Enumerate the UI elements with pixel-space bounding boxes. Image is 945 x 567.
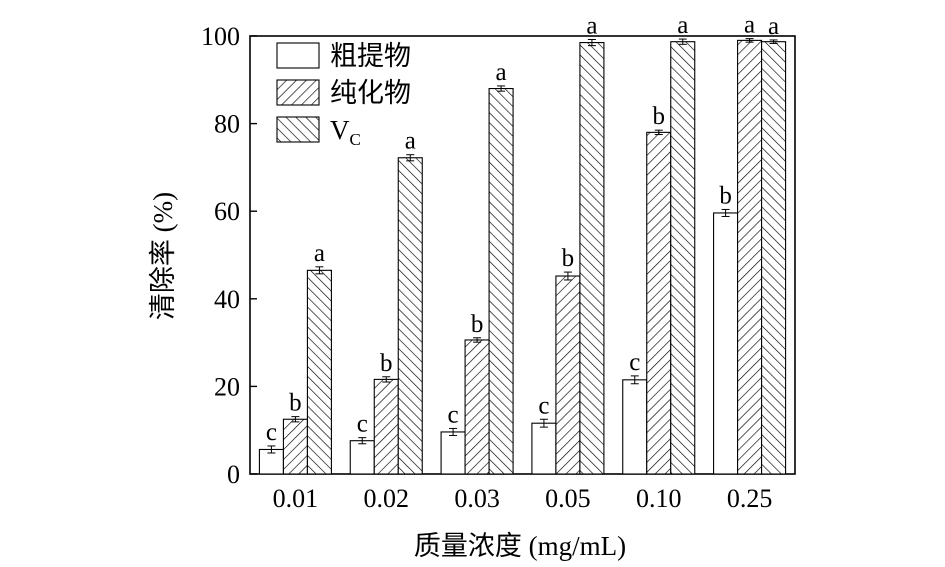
bar (670, 41, 696, 475)
bar (373, 378, 399, 475)
y-tick-label: 0 (227, 460, 240, 489)
x-tick-label: 0.10 (636, 484, 682, 513)
significance-letter: c (629, 349, 640, 376)
bar (349, 440, 375, 475)
y-tick-label: 20 (214, 372, 240, 401)
significance-letter: b (380, 350, 393, 377)
legend-swatch (276, 79, 320, 106)
bar (488, 88, 514, 475)
y-tick-label: 40 (214, 285, 240, 314)
legend-swatch (276, 42, 320, 69)
significance-letter: a (405, 128, 416, 155)
bar (579, 42, 605, 475)
bar (464, 339, 490, 475)
legend-label: 纯化物 (330, 78, 411, 108)
bar (761, 41, 787, 475)
bar (306, 269, 332, 475)
x-axis: 0.01 0.02 0.03 0.05 0.10 0.25 (273, 468, 773, 513)
significance-letter: a (768, 13, 779, 40)
bar (713, 212, 739, 475)
bar (440, 431, 466, 475)
plot-border (249, 35, 796, 475)
x-tick-label: 0.01 (273, 484, 319, 513)
significance-letter: b (289, 390, 302, 417)
legend-label: 粗提物 (330, 41, 411, 71)
bar (531, 422, 557, 475)
significance-letter: a (677, 12, 688, 39)
significance-letter: b (719, 182, 732, 209)
legend-swatch (276, 116, 320, 143)
x-tick-label: 0.03 (454, 484, 500, 513)
y-tick-label: 60 (214, 197, 240, 226)
plot-area (249, 35, 796, 475)
y-tick-label: 100 (201, 22, 240, 51)
y-axis: 0 20 40 60 80 100 (201, 22, 257, 489)
significance-letter: a (314, 240, 325, 267)
bar (622, 379, 648, 475)
x-tick-label: 0.02 (364, 484, 410, 513)
y-tick-label: 80 (214, 110, 240, 139)
significance-letter: c (448, 401, 459, 428)
significance-letter: a (744, 12, 755, 39)
bar (646, 131, 672, 475)
significance-letter: c (357, 411, 368, 438)
significance-letter: b (562, 245, 575, 272)
x-axis-label: 质量浓度 (mg/mL) (414, 531, 626, 561)
significance-letter: a (496, 59, 507, 86)
bar (397, 157, 423, 475)
bar (737, 39, 763, 475)
legend-label: VC (330, 115, 361, 149)
significance-letter: a (586, 13, 597, 40)
significance-letter: b (653, 103, 666, 130)
x-tick-label: 0.05 (545, 484, 591, 513)
y-axis-label: 清除率 (%) (148, 192, 178, 320)
significance-letter: b (471, 311, 484, 338)
legend-label-subscript: C (350, 130, 361, 149)
significance-letter: c (266, 419, 277, 446)
x-tick-label: 0.25 (727, 484, 773, 513)
significance-letter: c (538, 392, 549, 419)
bar (555, 275, 581, 475)
bar (282, 418, 308, 475)
